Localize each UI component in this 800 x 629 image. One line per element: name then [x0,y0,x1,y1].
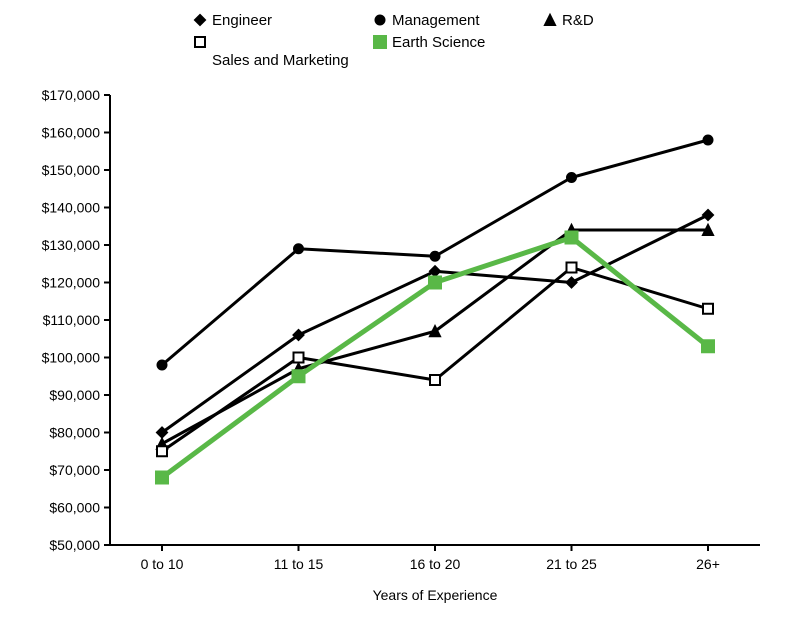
svg-text:16 to 20: 16 to 20 [410,556,461,572]
svg-text:$160,000: $160,000 [42,125,101,141]
svg-text:0 to 10: 0 to 10 [141,556,184,572]
svg-text:$140,000: $140,000 [42,200,101,216]
svg-text:$120,000: $120,000 [42,275,101,291]
svg-text:Engineer: Engineer [212,12,272,29]
svg-text:11 to 15: 11 to 15 [274,556,324,572]
legend-item-1: Management [376,12,481,29]
svg-text:$150,000: $150,000 [42,162,101,178]
svg-text:$110,000: $110,000 [43,312,101,328]
svg-text:R&D: R&D [562,12,594,29]
svg-text:21 to 25: 21 to 25 [546,556,597,572]
salary-line-chart: $50,000 $60,000 $70,000 $80,000 $90,000 $100,… [0,0,800,629]
svg-text:$60,000: $60,000 [49,500,100,516]
svg-text:$50,000: $50,000 [49,537,100,553]
svg-text:$170,000: $170,000 [42,87,101,103]
svg-text:$100,000: $100,000 [42,350,101,366]
svg-text:$80,000: $80,000 [49,425,100,441]
svg-text:$90,000: $90,000 [49,387,100,403]
svg-text:$130,000: $130,000 [42,237,101,253]
svg-text:Years of Experience: Years of Experience [373,587,498,603]
svg-text:26+: 26+ [696,556,720,572]
svg-text:Management: Management [392,12,480,29]
svg-text:Sales and Marketing: Sales and Marketing [212,52,349,69]
svg-text:Earth Science: Earth Science [392,34,485,51]
svg-text:$70,000: $70,000 [49,462,100,478]
